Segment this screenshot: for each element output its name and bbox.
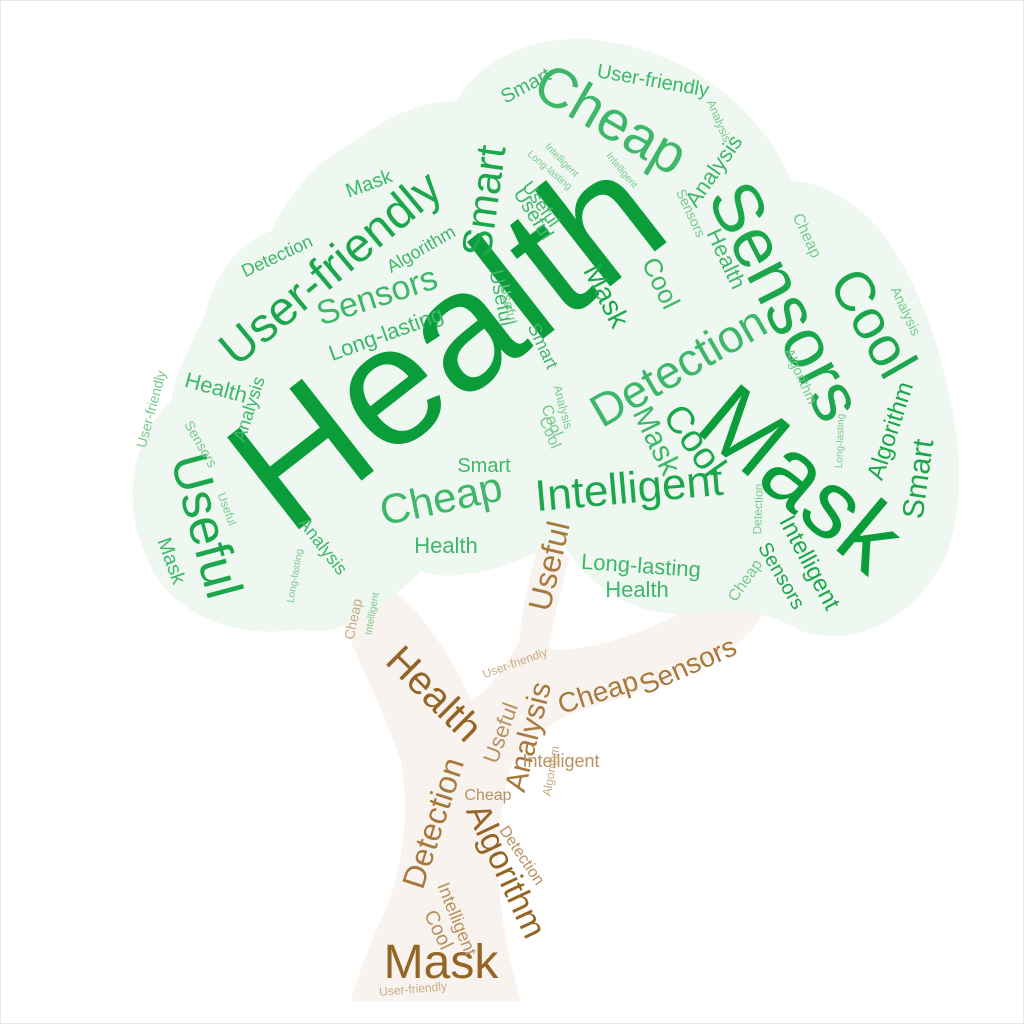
canopy-word-health: Health xyxy=(605,577,669,602)
trunk-word-cheap: Cheap xyxy=(340,597,366,641)
trunk-word-useful: Useful xyxy=(521,517,577,615)
canopy-word-smart: Smart xyxy=(457,455,511,477)
trunk-word-health: Health xyxy=(377,637,491,751)
trunk-word-mask: Mask xyxy=(383,936,499,989)
canopy-word-user-friendly: User-friendly xyxy=(133,368,169,450)
trunk-word-sensors: Sensors xyxy=(634,630,742,701)
canopy-word-health: Health xyxy=(414,533,478,558)
trunk-word-intelligent: Intelligent xyxy=(522,751,600,771)
canopy-word-smart: Smart xyxy=(896,437,941,521)
canopy-shape xyxy=(132,38,960,637)
canopy-word-analysis: Analysis xyxy=(703,97,735,145)
trunk-word-detection: Detection xyxy=(394,753,472,893)
canopy-word-cheap: Cheap xyxy=(725,556,767,605)
canopy-word-detection: Detection xyxy=(750,483,766,535)
canopy-word-intelligent: Intelligent xyxy=(363,591,382,636)
canopy-word-long-lasting: Long-lasting xyxy=(285,548,306,604)
trunk-word-cheap: Cheap xyxy=(553,665,642,721)
trunk-shape xyxy=(331,521,763,1001)
trunk-word-user-friendly: User-friendly xyxy=(480,644,550,682)
trunk-word-cheap: Cheap xyxy=(464,787,512,804)
canopy-word-long-lasting: Long-lasting xyxy=(834,413,847,469)
